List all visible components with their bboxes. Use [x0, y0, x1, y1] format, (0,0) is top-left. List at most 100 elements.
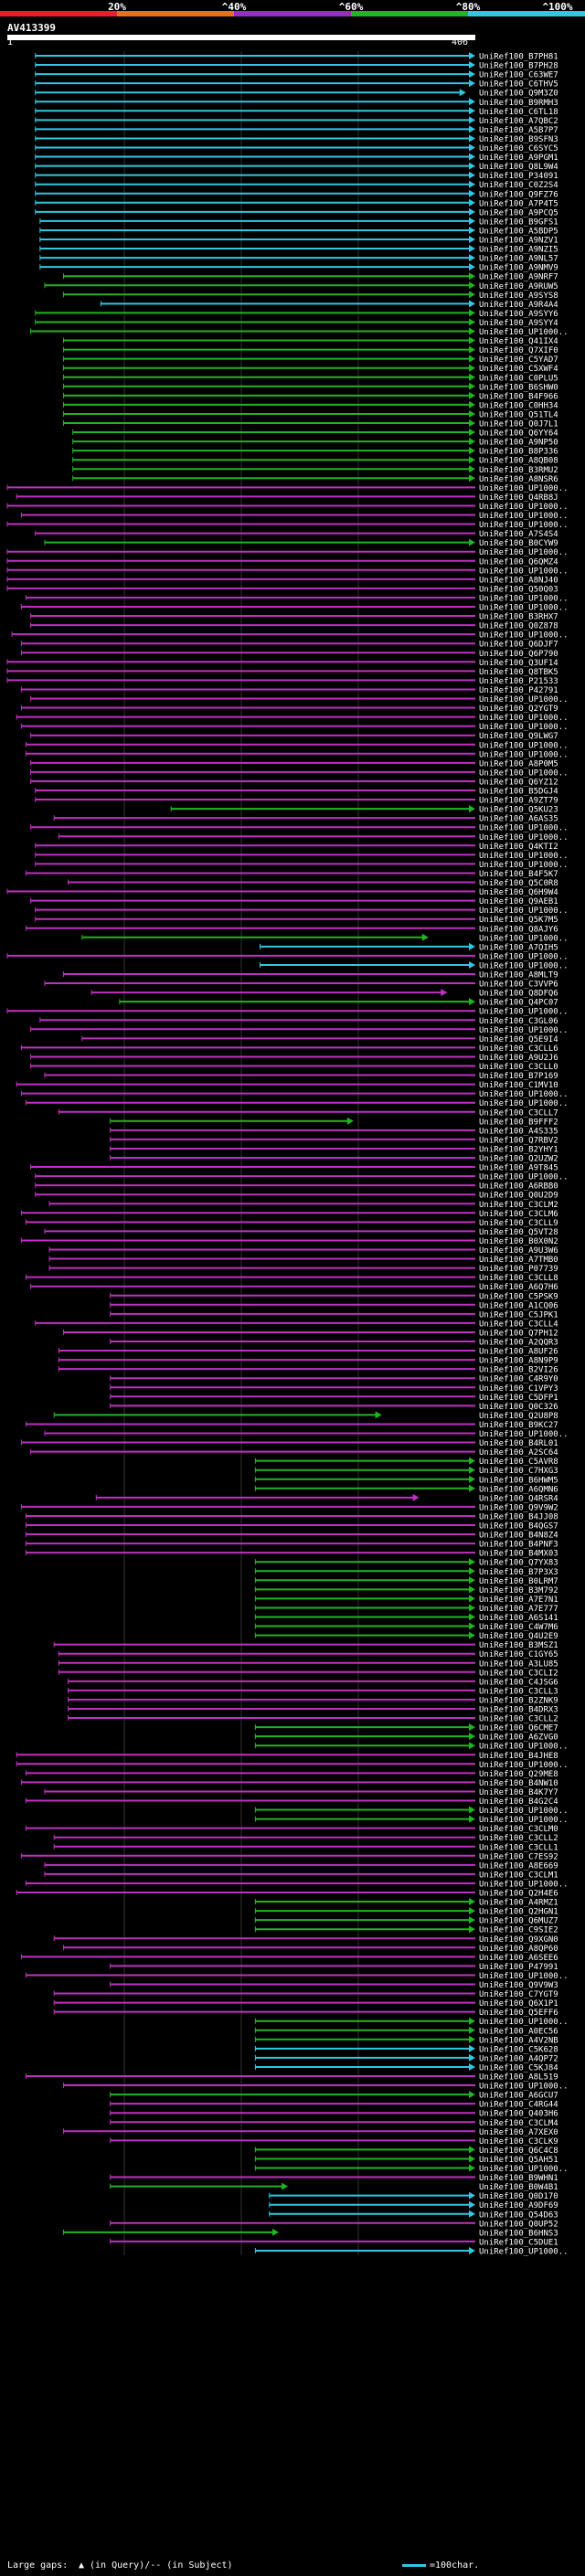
hit-label[interactable]: UniRef100_Q6CME7 — [479, 1724, 558, 1733]
hit-label[interactable]: UniRef100_B6HNS3 — [479, 2229, 558, 2238]
hit-label[interactable]: UniRef100_Q2UZW2 — [479, 1155, 558, 1164]
hit-label[interactable]: UniRef100_UP1000.. — [479, 1743, 569, 1752]
hit-label[interactable]: UniRef100_Q5K7M5 — [479, 916, 558, 925]
hit-label[interactable]: UniRef100_Q6YY64 — [479, 429, 558, 439]
hit-label[interactable]: UniRef100_Q50Q03 — [479, 585, 558, 594]
hit-label[interactable]: UniRef100_Q41IX4 — [479, 337, 558, 346]
hit-label[interactable]: UniRef100_B3M792 — [479, 1586, 558, 1595]
hit-label[interactable]: UniRef100_A7QIH5 — [479, 943, 558, 952]
hit-label[interactable]: UniRef100_C4R9Y0 — [479, 1375, 558, 1384]
hit-label[interactable]: UniRef100_B4JJ08 — [479, 1512, 558, 1521]
hit-label[interactable]: UniRef100_B3MSZ1 — [479, 1641, 558, 1650]
hit-label[interactable]: UniRef100_B3RMU2 — [479, 466, 558, 475]
hit-label[interactable]: UniRef100_UP1000.. — [479, 934, 569, 943]
hit-label[interactable]: UniRef100_A6RBB0 — [479, 1182, 558, 1192]
hit-label[interactable]: UniRef100_A9U3W6 — [479, 1246, 558, 1256]
hit-label[interactable]: UniRef100_B4F5K7 — [479, 870, 558, 879]
hit-label[interactable]: UniRef100_C3CLI2 — [479, 1669, 558, 1678]
hit-label[interactable]: UniRef100_A4S335 — [479, 1127, 558, 1136]
hit-label[interactable]: UniRef100_Q0Z878 — [479, 622, 558, 631]
hit-label[interactable]: UniRef100_C7YGT9 — [479, 1990, 558, 1999]
hit-label[interactable]: UniRef100_UP1000.. — [479, 604, 569, 613]
hit-label[interactable]: UniRef100_C3CLK9 — [479, 2137, 558, 2147]
hit-label[interactable]: UniRef100_UP1000.. — [479, 1008, 569, 1017]
hit-label[interactable]: UniRef100_Q8L9W4 — [479, 163, 558, 172]
hit-label[interactable]: UniRef100_B4JHE8 — [479, 1752, 558, 1761]
hit-label[interactable]: UniRef100_A2SC64 — [479, 1448, 558, 1458]
hit-label[interactable]: UniRef100_B9RMH3 — [479, 99, 558, 108]
hit-label[interactable]: UniRef100_Q0J7L1 — [479, 420, 558, 429]
hit-label[interactable]: UniRef100_UP1000.. — [479, 1816, 569, 1825]
hit-label[interactable]: UniRef100_B4MX03 — [479, 1550, 558, 1559]
hit-label[interactable]: UniRef100_C5PSK9 — [479, 1292, 558, 1301]
hit-label[interactable]: UniRef100_A9NZI5 — [479, 246, 558, 255]
hit-label[interactable]: UniRef100_Q0C326 — [479, 1403, 558, 1412]
hit-label[interactable]: UniRef100_A4RMZ1 — [479, 1899, 558, 1908]
hit-label[interactable]: UniRef100_C3CLL9 — [479, 1219, 558, 1228]
hit-label[interactable]: UniRef100_Q6H9W4 — [479, 888, 558, 897]
hit-label[interactable]: UniRef100_B3RHX7 — [479, 613, 558, 622]
hit-label[interactable]: UniRef100_Q8DFQ6 — [479, 990, 558, 999]
hit-label[interactable]: UniRef100_UP1000.. — [479, 512, 569, 521]
hit-label[interactable]: UniRef100_A9NMV9 — [479, 264, 558, 273]
hit-label[interactable]: UniRef100_A7E777 — [479, 1605, 558, 1614]
hit-label[interactable]: UniRef100_Q5EFF6 — [479, 2009, 558, 2018]
hit-label[interactable]: UniRef100_C5DUE1 — [479, 2238, 558, 2247]
hit-label[interactable]: UniRef100_A9NL57 — [479, 255, 558, 264]
hit-label[interactable]: UniRef100_UP1000.. — [479, 961, 569, 970]
hit-label[interactable]: UniRef100_Q4KTI2 — [479, 843, 558, 852]
hit-label[interactable]: UniRef100_B6SHW0 — [479, 383, 558, 392]
hit-label[interactable]: UniRef100_Q51TL4 — [479, 410, 558, 419]
hit-label[interactable]: UniRef100_B2YHY1 — [479, 1145, 558, 1154]
hit-label[interactable]: UniRef100_A9SYY6 — [479, 310, 558, 319]
hit-label[interactable]: UniRef100_C5KJ84 — [479, 2063, 558, 2072]
hit-label[interactable]: UniRef100_Q5AH51 — [479, 2156, 558, 2165]
hit-label[interactable]: UniRef100_Q6X1P1 — [479, 1999, 558, 2009]
hit-label[interactable]: UniRef100_C4RG44 — [479, 2101, 558, 2110]
hit-label[interactable]: UniRef100_C4W7M6 — [479, 1623, 558, 1632]
hit-label[interactable]: UniRef100_UP1000.. — [479, 1173, 569, 1182]
hit-label[interactable]: UniRef100_A8L519 — [479, 2073, 558, 2083]
hit-label[interactable]: UniRef100_C5JPK1 — [479, 1310, 558, 1320]
hit-label[interactable]: UniRef100_B0X0N2 — [479, 1237, 558, 1246]
hit-label[interactable]: UniRef100_C9SIE2 — [479, 1926, 558, 1935]
hit-label[interactable]: UniRef100_A9PGM1 — [479, 154, 558, 163]
hit-label[interactable]: UniRef100_P47991 — [479, 1963, 558, 1972]
hit-label[interactable]: UniRef100_A2QQR3 — [479, 1339, 558, 1348]
hit-label[interactable]: UniRef100_C0HH34 — [479, 401, 558, 410]
hit-label[interactable]: UniRef100_A9PCQ5 — [479, 208, 558, 217]
hit-label[interactable]: UniRef100_B9FFF2 — [479, 1118, 558, 1127]
hit-label[interactable]: UniRef100_B4G2C4 — [479, 1797, 558, 1807]
hit-label[interactable]: UniRef100_C7ES92 — [479, 1852, 558, 1861]
hit-label[interactable]: UniRef100_A0EC56 — [479, 2027, 558, 2036]
hit-label[interactable]: UniRef100_Q0D170 — [479, 2192, 558, 2201]
hit-label[interactable]: UniRef100_B6HWM5 — [479, 1476, 558, 1485]
hit-label[interactable]: UniRef100_Q9AEB1 — [479, 897, 558, 906]
hit-label[interactable]: UniRef100_C3CLM0 — [479, 1825, 558, 1834]
hit-label[interactable]: UniRef100_Q6MUZ7 — [479, 1917, 558, 1926]
hit-label[interactable]: UniRef100_B4QGS7 — [479, 1522, 558, 1532]
hit-label[interactable]: UniRef100_A8QB08 — [479, 457, 558, 466]
hit-label[interactable]: UniRef100_C5K628 — [479, 2045, 558, 2054]
hit-label[interactable]: UniRef100_C3CLL3 — [479, 1687, 558, 1696]
hit-label[interactable]: UniRef100_B7P3X3 — [479, 1568, 558, 1577]
hit-label[interactable]: UniRef100_B4N8Z4 — [479, 1532, 558, 1541]
hit-label[interactable]: UniRef100_C0PLU5 — [479, 374, 558, 383]
hit-label[interactable]: UniRef100_B4K7Y7 — [479, 1788, 558, 1797]
hit-label[interactable]: UniRef100_A8NJ40 — [479, 576, 558, 585]
hit-label[interactable]: UniRef100_C3CLL8 — [479, 1274, 558, 1283]
hit-label[interactable]: UniRef100_Q7XIF0 — [479, 346, 558, 355]
hit-label[interactable]: UniRef100_Q3UF14 — [479, 659, 558, 668]
hit-label[interactable]: UniRef100_UP1000.. — [479, 1090, 569, 1099]
hit-label[interactable]: UniRef100_UP1000.. — [479, 852, 569, 861]
hit-label[interactable]: UniRef100_C63WE7 — [479, 71, 558, 80]
hit-label[interactable]: UniRef100_UP1000.. — [479, 723, 569, 732]
hit-label[interactable]: UniRef100_A7E7N1 — [479, 1595, 558, 1605]
hit-label[interactable]: UniRef100_B7P169 — [479, 1072, 558, 1081]
hit-label[interactable]: UniRef100_UP1000.. — [479, 824, 569, 833]
hit-label[interactable]: UniRef100_Q0U2D9 — [479, 1192, 558, 1201]
hit-label[interactable]: UniRef100_P21533 — [479, 677, 558, 686]
hit-label[interactable]: UniRef100_A9SYS8 — [479, 292, 558, 301]
hit-label[interactable]: UniRef100_Q2U8P8 — [479, 1412, 558, 1421]
hit-label[interactable]: UniRef100_A3LU85 — [479, 1659, 558, 1669]
